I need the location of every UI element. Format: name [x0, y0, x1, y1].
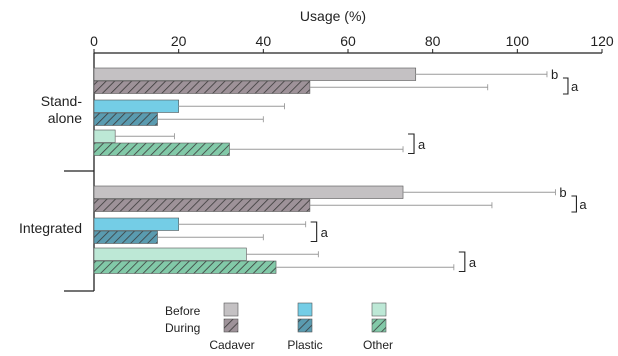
legend-swatch-during-cadaver: [223, 318, 239, 333]
legend-swatch-before-cadaver: [223, 302, 239, 317]
legend-swatch-during-other: [371, 318, 387, 333]
significance-bracket: [408, 133, 415, 155]
bar-before-plastic: [93, 217, 179, 231]
bar-before-cadaver: [93, 67, 417, 81]
x-axis-title: Usage (%): [300, 8, 366, 24]
x-tick-label: 80: [425, 33, 441, 49]
bar-before-other: [93, 247, 247, 261]
significance-bracket: [310, 221, 318, 243]
significance-label: b: [551, 67, 558, 82]
legend-row-label: During: [165, 321, 200, 335]
significance-bracket: [571, 195, 577, 213]
bar-during-other: [93, 142, 230, 156]
legend-swatch-during-plastic: [297, 318, 313, 333]
legend-category-label: Other: [363, 338, 393, 352]
bar-during-cadaver: [93, 80, 311, 94]
x-tick-label: 0: [90, 33, 98, 49]
legend-category-label: Plastic: [287, 338, 322, 352]
x-tick-label: 20: [171, 33, 187, 49]
legend-swatch-before-plastic: [297, 302, 313, 317]
x-tick-label: 100: [506, 33, 530, 49]
significance-label: a: [321, 225, 329, 240]
significance-bracket: [458, 251, 466, 273]
bar-during-other: [93, 260, 277, 274]
legend-swatch-before-other: [371, 302, 387, 317]
group-label: Integrated: [19, 220, 82, 236]
legend-row-label: Before: [165, 304, 201, 318]
x-tick-label: 120: [590, 33, 614, 49]
bar-during-plastic: [93, 112, 158, 126]
legend-category-label: Cadaver: [209, 338, 254, 352]
x-tick-label: 40: [256, 33, 272, 49]
bar-during-cadaver: [93, 198, 311, 212]
x-tick-label: 60: [340, 33, 356, 49]
bar-before-plastic: [93, 99, 179, 113]
group-label: Stand-alone: [41, 93, 83, 126]
significance-label: b: [559, 185, 566, 200]
bar-before-cadaver: [93, 185, 404, 199]
significance-bracket: [562, 77, 569, 95]
significance-label: a: [571, 79, 579, 94]
significance-label: a: [579, 197, 587, 212]
significance-label: a: [418, 137, 426, 152]
bar-during-plastic: [93, 230, 158, 244]
significance-label: a: [469, 255, 477, 270]
bar-before-other: [93, 129, 116, 143]
